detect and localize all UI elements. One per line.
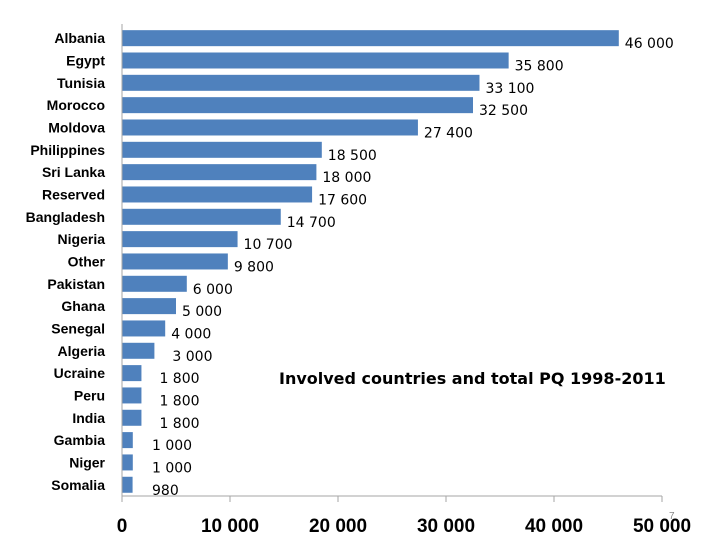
category-label: Albania bbox=[54, 30, 105, 46]
value-label: 5 000 bbox=[182, 304, 222, 320]
value-label: 10 700 bbox=[244, 237, 293, 253]
value-label: 14 700 bbox=[287, 215, 336, 231]
bar-niger bbox=[122, 454, 133, 471]
value-label: 1 800 bbox=[159, 416, 199, 432]
x-tick-label: 0 bbox=[117, 516, 128, 537]
bar-other bbox=[122, 253, 228, 270]
bar-ucraine bbox=[122, 365, 142, 382]
value-label: 1 800 bbox=[159, 393, 199, 409]
category-label: Egypt bbox=[66, 52, 105, 68]
value-label: 1 000 bbox=[152, 438, 192, 454]
bar-morocco bbox=[122, 97, 473, 114]
bar-pakistan bbox=[122, 275, 187, 292]
category-label: Pakistan bbox=[47, 276, 105, 292]
value-label: 27 400 bbox=[424, 125, 473, 141]
x-tick-label: 50 000 bbox=[633, 516, 691, 537]
value-label: 6 000 bbox=[193, 282, 233, 298]
page-number: 7 bbox=[669, 511, 675, 522]
bar-somalia bbox=[122, 476, 133, 493]
category-label: Philippines bbox=[30, 142, 105, 158]
value-label: 3 000 bbox=[172, 349, 212, 365]
bar-algeria bbox=[122, 342, 155, 359]
bar-ghana bbox=[122, 298, 176, 315]
value-label: 9 800 bbox=[234, 259, 274, 275]
category-label: Senegal bbox=[51, 320, 105, 336]
bar-reserved bbox=[122, 186, 313, 203]
bar-albania bbox=[122, 30, 619, 47]
category-label: Reserved bbox=[42, 186, 105, 202]
category-label: Tunisia bbox=[57, 75, 105, 91]
x-tick-label: 40 000 bbox=[525, 516, 583, 537]
category-label: Sri Lanka bbox=[42, 164, 105, 180]
chart-title: Involved countries and total PQ 1998-201… bbox=[279, 369, 666, 388]
category-label: Other bbox=[68, 253, 106, 269]
value-label: 4 000 bbox=[171, 326, 211, 342]
bar-india bbox=[122, 409, 142, 426]
bar-senegal bbox=[122, 320, 166, 337]
x-tick-label: 30 000 bbox=[417, 516, 475, 537]
category-label: Ghana bbox=[61, 298, 105, 314]
value-label: 35 800 bbox=[515, 58, 564, 74]
category-label: Morocco bbox=[47, 97, 105, 113]
bar-tunisia bbox=[122, 74, 480, 91]
value-label: 46 000 bbox=[625, 36, 674, 52]
value-label: 1 000 bbox=[152, 460, 192, 476]
value-label: 17 600 bbox=[318, 192, 367, 208]
bar-peru bbox=[122, 387, 142, 404]
value-label: 980 bbox=[152, 483, 179, 499]
bar-egypt bbox=[122, 52, 509, 69]
value-label: 18 500 bbox=[328, 148, 377, 164]
bar-nigeria bbox=[122, 231, 238, 248]
category-label: Moldova bbox=[48, 119, 105, 135]
category-label: Bangladesh bbox=[26, 209, 105, 225]
category-label: Algeria bbox=[58, 343, 106, 359]
bar-gambia bbox=[122, 432, 133, 449]
value-label: 33 100 bbox=[485, 81, 534, 97]
category-label: Peru bbox=[74, 387, 105, 403]
category-label: Gambia bbox=[54, 432, 106, 448]
value-label: 1 800 bbox=[159, 371, 199, 387]
category-label: Ucraine bbox=[54, 365, 106, 381]
category-label: Somalia bbox=[51, 477, 105, 493]
x-tick-label: 10 000 bbox=[201, 516, 259, 537]
bar-sri-lanka bbox=[122, 164, 317, 181]
category-labels: Albania Egypt Tunisia Morocco Moldova Philipp… bbox=[26, 30, 106, 493]
x-axis-ticks: 0 10 000 20 000 30 000 40 000 50 000 bbox=[117, 496, 691, 537]
bars-group bbox=[122, 30, 619, 493]
bar-moldova bbox=[122, 119, 418, 136]
category-label: Nigeria bbox=[58, 231, 106, 247]
category-label: Niger bbox=[69, 454, 105, 470]
category-label: India bbox=[72, 410, 105, 426]
bar-philippines bbox=[122, 141, 322, 158]
value-label: 18 000 bbox=[322, 170, 371, 186]
bar-bangladesh bbox=[122, 208, 281, 225]
value-label: 32 500 bbox=[479, 103, 528, 119]
x-tick-label: 20 000 bbox=[309, 516, 367, 537]
value-labels: 46 000 35 800 33 100 32 500 27 400 18 500 18 0… bbox=[152, 36, 674, 499]
